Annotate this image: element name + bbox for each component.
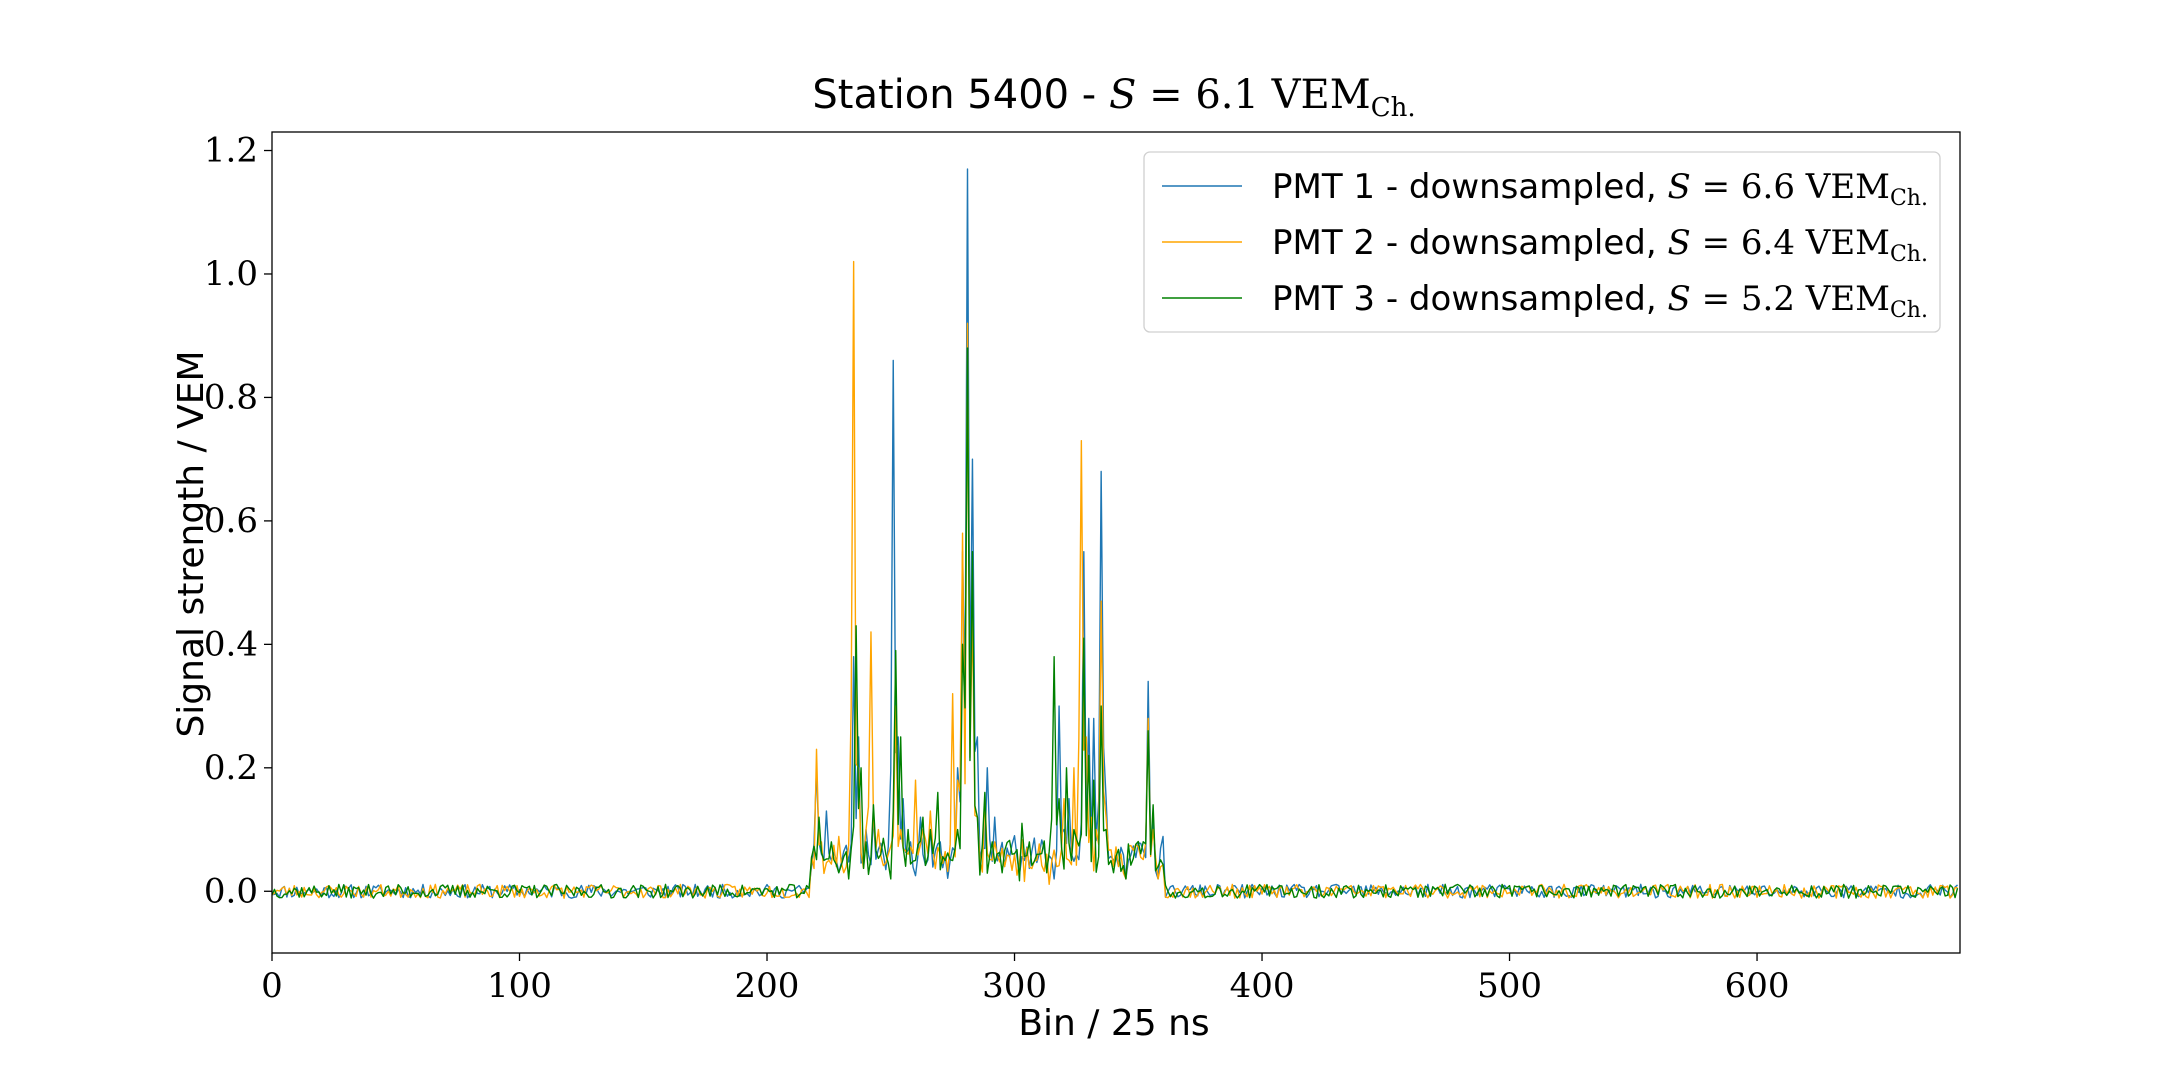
legend-label-var: S: [1667, 167, 1690, 207]
chart-title-text: Station 5400 -: [812, 72, 1109, 118]
legend-label-math: = 5.2 VEM: [1691, 279, 1890, 319]
chart-title: Station 5400 - S = 6.1 VEMCh.: [812, 72, 1415, 123]
legend-label-pmt-2: PMT 2 - downsampled, S = 6.4 VEMCh.: [1272, 223, 1928, 267]
legend-label-pmt-3: PMT 3 - downsampled, S = 5.2 VEMCh.: [1272, 279, 1928, 323]
legend-label-math: = 6.6 VEM: [1691, 167, 1890, 207]
chart-title-var: S: [1109, 72, 1136, 118]
legend-box: [1143, 151, 1941, 333]
x-tick-label: 100: [487, 966, 552, 1006]
legend-label-var: S: [1667, 223, 1690, 263]
y-tick-label: 1.0: [204, 254, 258, 294]
legend-label-var: S: [1667, 279, 1690, 319]
legend-label-pmt-1: PMT 1 - downsampled, S = 6.6 VEMCh.: [1272, 167, 1928, 211]
y-tick-label: 0.8: [204, 377, 258, 417]
legend-label-text: PMT 2 - downsampled,: [1272, 223, 1667, 263]
x-tick-label: 500: [1477, 966, 1542, 1006]
y-tick-label: 0.2: [204, 748, 258, 788]
y-axis-label: Signal strength / VEM: [171, 350, 212, 737]
x-tick-label: 400: [1230, 966, 1295, 1006]
legend-label-sub: Ch.: [1890, 186, 1928, 211]
chart-title-math: = 6.1 VEM: [1136, 72, 1370, 118]
legend-label-sub: Ch.: [1890, 242, 1928, 267]
y-tick-label: 0.4: [204, 624, 258, 664]
legend-label-text: PMT 3 - downsampled,: [1272, 279, 1667, 319]
series-line-pmt-2: [272, 260, 1958, 899]
series-line-pmt-3: [272, 347, 1959, 899]
chart-title-sub: Ch.: [1371, 93, 1416, 123]
x-axis-label: Bin / 25 ns: [1018, 1003, 1209, 1044]
x-tick-label: 600: [1725, 966, 1790, 1006]
x-tick-label: 0: [261, 966, 283, 1006]
legend: PMT 1 - downsampled, S = 6.6 VEMCh.PMT 2…: [1143, 151, 1941, 333]
x-tick-label: 200: [735, 966, 800, 1006]
legend-label-math: = 6.4 VEM: [1691, 223, 1890, 263]
x-tick-label: 300: [982, 966, 1047, 1006]
plot-area: [272, 168, 1959, 899]
y-tick-label: 0.6: [204, 501, 258, 541]
y-tick-label: 0.0: [204, 871, 258, 911]
y-tick-label: 1.2: [204, 131, 258, 171]
legend-label-sub: Ch.: [1890, 298, 1928, 323]
legend-label-text: PMT 1 - downsampled,: [1272, 167, 1667, 207]
axes-frame: [271, 131, 1961, 954]
axis-ticks: 0 100 200 300 400 500 600 0.0 0.2 0.4 0.6 0.8 1.0 1.2: [204, 131, 1790, 1006]
